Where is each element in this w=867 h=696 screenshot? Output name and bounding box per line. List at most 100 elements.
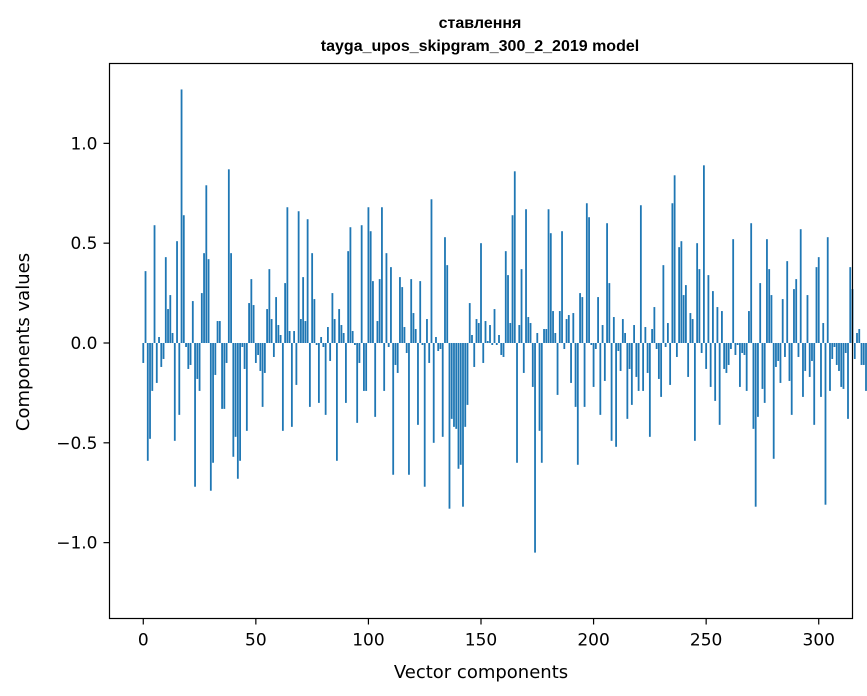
bar-163 [509, 323, 512, 343]
bar-239 [680, 241, 683, 343]
bar-134 [444, 237, 446, 343]
bar-47 [248, 303, 250, 343]
bar-292 [799, 229, 802, 343]
bar-206 [606, 223, 608, 343]
bar-95 [356, 343, 359, 423]
bar-80 [322, 343, 325, 347]
bar-82 [327, 327, 329, 343]
bar-60 [277, 325, 280, 343]
bar-133 [441, 343, 444, 437]
bar-26 [200, 293, 203, 343]
bar-62 [281, 343, 284, 431]
bar-164 [511, 215, 514, 343]
bar-66 [290, 343, 293, 427]
bar-223 [644, 327, 647, 343]
bar-16 [178, 343, 181, 415]
bar-98 [363, 343, 365, 391]
bar-137 [450, 343, 453, 419]
bar-48 [250, 279, 253, 343]
bar-39 [230, 253, 232, 343]
bar-183 [554, 333, 557, 343]
bar-243 [689, 313, 692, 343]
bar-213 [621, 319, 624, 343]
bar-153 [486, 341, 489, 343]
bar-319 [860, 343, 863, 365]
bar-219 [635, 343, 638, 377]
bar-50 [254, 343, 257, 363]
bar-291 [797, 343, 800, 357]
bar-247 [698, 269, 701, 343]
bar-132 [439, 343, 442, 349]
bar-150 [480, 243, 482, 343]
bar-116 [403, 327, 406, 343]
bar-299 [815, 267, 818, 343]
bar-182 [552, 311, 554, 343]
bar-10 [164, 257, 167, 343]
bar-144 [466, 343, 469, 405]
bar-101 [369, 231, 372, 343]
bar-117 [405, 343, 408, 353]
bar-148 [475, 319, 478, 343]
bar-122 [417, 343, 419, 425]
bar-240 [682, 295, 685, 343]
bar-35 [221, 343, 223, 409]
bar-203 [599, 343, 602, 415]
bar-151 [482, 343, 485, 363]
bar-180 [547, 209, 550, 343]
bar-142 [462, 343, 464, 507]
bar-56 [268, 269, 271, 343]
bar-227 [653, 307, 656, 343]
bar-254 [714, 343, 717, 401]
bar-172 [529, 323, 532, 343]
bar-11 [167, 309, 169, 343]
bar-216 [628, 343, 631, 369]
bar-104 [376, 321, 379, 343]
bar-317 [856, 333, 858, 343]
bar-149 [477, 323, 480, 343]
bar-294 [804, 343, 807, 371]
y-tick-label-4: −1.0 [56, 534, 97, 554]
bar-52 [259, 343, 262, 371]
bar-189 [567, 315, 570, 343]
bar-221 [639, 205, 642, 343]
bar-36 [223, 343, 226, 409]
bar-196 [583, 343, 586, 407]
bar-49 [252, 305, 255, 343]
bar-173 [531, 343, 534, 387]
bar-253 [712, 291, 714, 343]
bar-76 [313, 299, 316, 343]
bar-85 [333, 319, 336, 343]
bar-190 [570, 343, 572, 383]
bar-79 [320, 337, 323, 343]
bar-280 [772, 343, 775, 459]
plot-area-frame [108, 62, 854, 620]
bar-series [142, 89, 867, 553]
bar-88 [340, 325, 343, 343]
bar-96 [358, 343, 361, 363]
bar-3 [149, 343, 151, 439]
bar-120 [412, 313, 415, 343]
bar-4 [151, 343, 154, 391]
bar-160 [502, 343, 505, 357]
bar-259 [725, 343, 728, 373]
bar-30 [209, 343, 212, 491]
bar-226 [651, 329, 654, 343]
y-tick-label-0: 1.0 [70, 134, 97, 154]
bar-110 [390, 267, 392, 343]
bar-217 [630, 343, 633, 405]
bar-45 [243, 343, 246, 369]
bar-231 [662, 265, 665, 343]
bar-131 [437, 343, 440, 351]
bar-207 [608, 283, 611, 343]
bar-246 [696, 243, 699, 343]
bar-25 [198, 343, 201, 391]
bar-170 [525, 209, 527, 343]
bar-205 [603, 343, 606, 381]
bar-55 [266, 309, 269, 343]
bar-155 [491, 343, 494, 345]
bar-318 [858, 329, 861, 343]
bar-24 [196, 343, 199, 379]
bar-272 [754, 343, 757, 507]
bar-214 [624, 333, 626, 343]
bar-300 [817, 257, 820, 343]
